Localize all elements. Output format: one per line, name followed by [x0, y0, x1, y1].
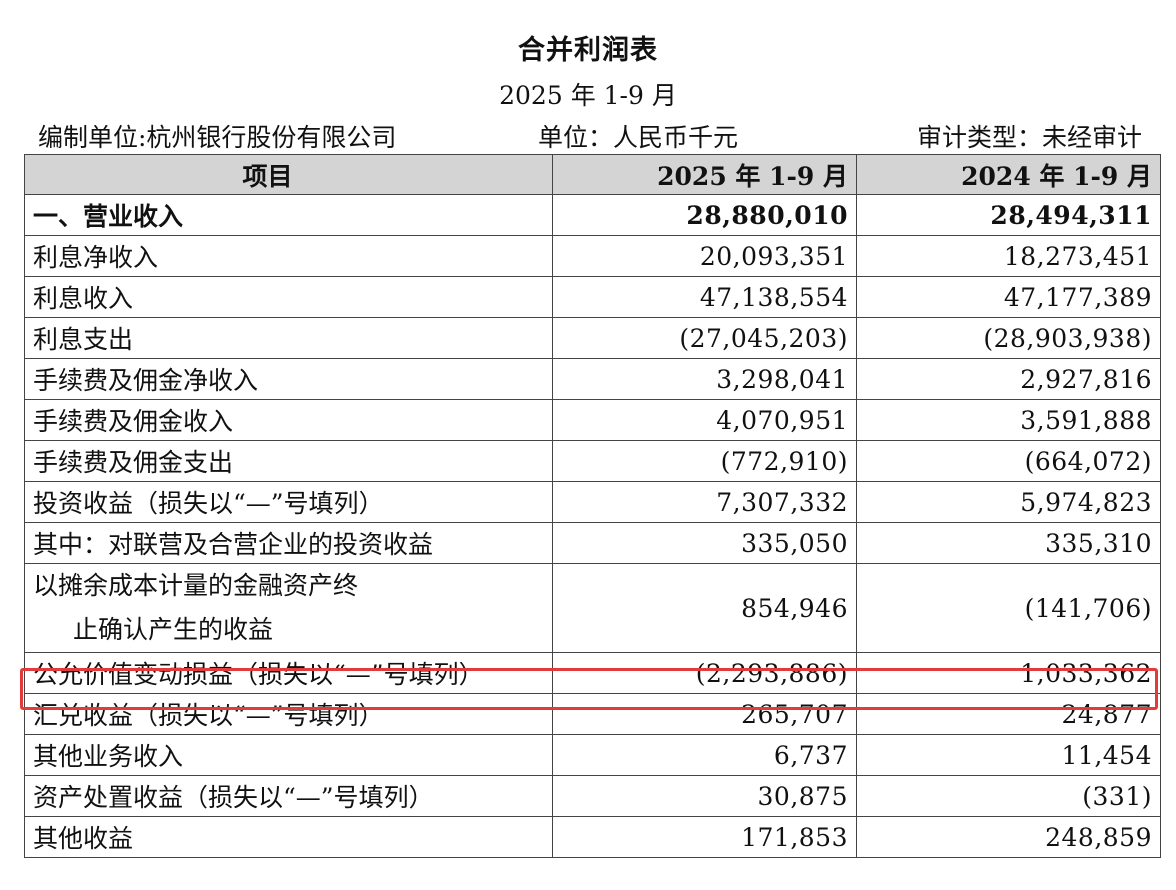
audit-type-label: 审计类型：未经审计	[916, 123, 1142, 152]
preparer-label: 编制单位:杭州银行股份有限公司	[38, 123, 397, 152]
row-label-line-2: 止确认产生的收益	[73, 615, 274, 644]
row-label: 投资收益（损失以“—”号填列）	[24, 481, 553, 523]
row-label: 利息净收入	[24, 235, 553, 277]
row-label: 资产处置收益（损失以“—”号填列）	[24, 775, 553, 817]
statement-title: 合并利润表	[518, 35, 658, 66]
value-2025: (27,045,203)	[552, 317, 857, 359]
value-2024: 18,273,451	[856, 235, 1161, 277]
row-label: 手续费及佣金净收入	[24, 358, 553, 400]
value-2024: 1,033,362	[856, 652, 1161, 694]
row-label: 其他收益	[24, 816, 553, 858]
table-header-row: 项目 2025 年 1-9 月 2024 年 1-9 月	[24, 154, 1161, 195]
table-row: 汇兑收益（损失以“—”号填列） 265,707 24,877	[24, 693, 1161, 735]
row-label: 手续费及佣金收入	[24, 399, 553, 441]
value-2025: 30,875	[552, 775, 857, 817]
value-2025: 3,298,041	[552, 358, 857, 400]
value-2024: 3,591,888	[856, 399, 1161, 441]
header-item: 项目	[24, 154, 553, 195]
table-row: 利息净收入 20,093,351 18,273,451	[24, 235, 1161, 277]
table-row: 投资收益（损失以“—”号填列） 7,307,332 5,974,823	[24, 481, 1161, 523]
value-2025: 7,307,332	[552, 481, 857, 523]
row-label: 其他业务收入	[24, 734, 553, 776]
value-2024: 47,177,389	[856, 276, 1161, 318]
table-row: 利息收入 47,138,554 47,177,389	[24, 276, 1161, 318]
table-row-highlighted: 公允价值变动损益（损失以“—”号填列） (2,293,886) 1,033,36…	[24, 652, 1161, 694]
table-row: 手续费及佣金支出 (772,910) (664,072)	[24, 440, 1161, 482]
table-row: 以摊余成本计量的金融资产终 止确认产生的收益 854,946 (141,706)	[24, 563, 1161, 653]
value-2024: 248,859	[856, 816, 1161, 858]
value-2025: (772,910)	[552, 440, 857, 482]
row-label: 手续费及佣金支出	[24, 440, 553, 482]
row-label: 利息收入	[24, 276, 553, 318]
row-label-line-1: 以摊余成本计量的金融资产终	[33, 571, 359, 600]
value-2024: 335,310	[856, 522, 1161, 564]
table-row: 一、营业收入 28,880,010 28,494,311	[24, 194, 1161, 236]
value-2024: (664,072)	[856, 440, 1161, 482]
row-label: 公允价值变动损益（损失以“—”号填列）	[24, 652, 553, 694]
table-row: 手续费及佣金净收入 3,298,041 2,927,816	[24, 358, 1161, 400]
value-2024: 24,877	[856, 693, 1161, 735]
statement-period: 2025 年 1-9 月	[499, 81, 677, 110]
value-2024: 5,974,823	[856, 481, 1161, 523]
value-2025: 4,070,951	[552, 399, 857, 441]
row-label: 一、营业收入	[24, 194, 553, 236]
value-2025: 335,050	[552, 522, 857, 564]
value-2025: (2,293,886)	[552, 652, 857, 694]
value-2025: 854,946	[552, 563, 857, 653]
value-2025: 47,138,554	[552, 276, 857, 318]
row-label: 汇兑收益（损失以“—”号填列）	[24, 693, 553, 735]
value-2025: 171,853	[552, 816, 857, 858]
value-2024: 2,927,816	[856, 358, 1161, 400]
value-2025: 6,737	[552, 734, 857, 776]
row-label: 其中：对联营及合营企业的投资收益	[24, 522, 553, 564]
table-row: 其他收益 171,853 248,859	[24, 816, 1161, 858]
row-label: 利息支出	[24, 317, 553, 359]
header-2025: 2025 年 1-9 月	[552, 154, 857, 195]
table-row: 其中：对联营及合营企业的投资收益 335,050 335,310	[24, 522, 1161, 564]
value-2024: (28,903,938)	[856, 317, 1161, 359]
value-2024: (141,706)	[856, 563, 1161, 653]
value-2024: (331)	[856, 775, 1161, 817]
table-row: 手续费及佣金收入 4,070,951 3,591,888	[24, 399, 1161, 441]
income-statement-table: 项目 2025 年 1-9 月 2024 年 1-9 月 一、营业收入 28,8…	[24, 154, 1161, 858]
value-2024: 28,494,311	[856, 194, 1161, 236]
table-row: 其他业务收入 6,737 11,454	[24, 734, 1161, 776]
value-2024: 11,454	[856, 734, 1161, 776]
row-label: 以摊余成本计量的金融资产终 止确认产生的收益	[24, 563, 553, 653]
table-row: 资产处置收益（损失以“—”号填列） 30,875 (331)	[24, 775, 1161, 817]
value-2025: 28,880,010	[552, 194, 857, 236]
header-2024: 2024 年 1-9 月	[856, 154, 1161, 195]
currency-unit-label: 单位：人民币千元	[538, 123, 739, 152]
table-row: 利息支出 (27,045,203) (28,903,938)	[24, 317, 1161, 359]
value-2025: 20,093,351	[552, 235, 857, 277]
value-2025: 265,707	[552, 693, 857, 735]
